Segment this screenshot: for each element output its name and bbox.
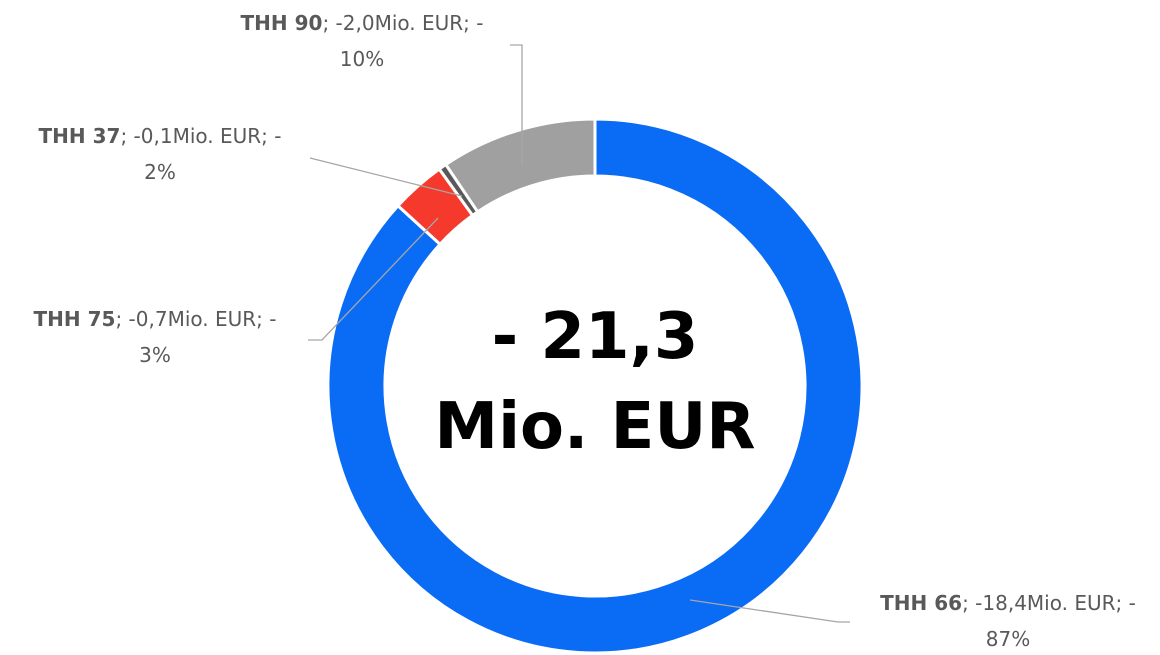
label-sep: ; xyxy=(261,124,274,148)
center-unit: Mio. EUR xyxy=(434,390,755,464)
label-percent: 2% xyxy=(144,160,176,184)
data-label: THH 66; -18,4Mio. EUR; - 87% xyxy=(880,591,1136,651)
label-sep: ; xyxy=(1116,591,1129,615)
label-percent: - xyxy=(1129,591,1136,615)
label-percent: - xyxy=(269,307,276,331)
label-sep: ; xyxy=(115,307,128,331)
label-sep: ; xyxy=(463,11,476,35)
label-percent: 10% xyxy=(340,47,384,71)
label-sep: ; xyxy=(256,307,269,331)
label-percent: - xyxy=(274,124,281,148)
label-name: THH 37 xyxy=(39,124,121,148)
label-percent: 87% xyxy=(986,627,1030,651)
label-percent: - xyxy=(476,11,483,35)
label-value: -18,4Mio. EUR xyxy=(975,591,1115,615)
leader-line xyxy=(510,44,523,165)
center-total: - 21,3 xyxy=(492,300,699,374)
label-value: -2,0Mio. EUR xyxy=(336,11,464,35)
label-name: THH 75 xyxy=(34,307,116,331)
label-name: THH 90 xyxy=(241,11,323,35)
label-value: -0,1Mio. EUR xyxy=(134,124,262,148)
label-sep: ; xyxy=(322,11,335,35)
label-percent: 3% xyxy=(139,343,171,367)
donut-slice xyxy=(326,117,864,655)
leader-line xyxy=(308,217,439,341)
label-sep: ; xyxy=(962,591,975,615)
data-label: THH 75; -0,7Mio. EUR; - 3% xyxy=(34,307,277,367)
label-value: -0,7Mio. EUR xyxy=(129,307,257,331)
donut-slice xyxy=(443,117,597,214)
data-label: THH 90; -2,0Mio. EUR; - 10% xyxy=(241,11,484,71)
leader-line xyxy=(309,157,463,197)
data-label: THH 37; -0,1Mio. EUR; - 2% xyxy=(39,124,282,184)
leader-line xyxy=(689,599,850,623)
label-sep: ; xyxy=(120,124,133,148)
label-name: THH 66 xyxy=(880,591,962,615)
